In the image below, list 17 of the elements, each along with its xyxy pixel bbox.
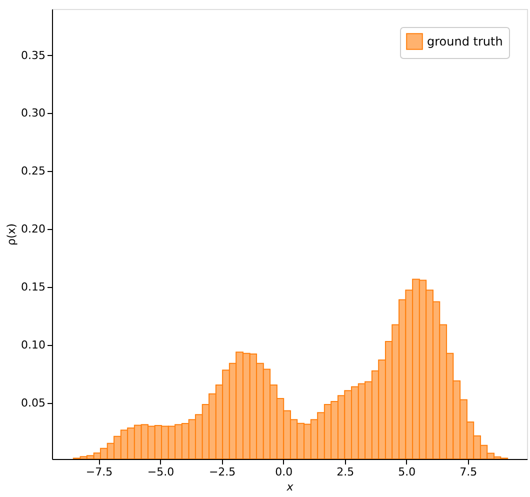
x-tick-label: 7.5	[460, 466, 478, 478]
y-tick-label: 0.15	[21, 280, 46, 294]
y-tick-label: 0.30	[21, 106, 46, 120]
x-tick-label: 0.0	[275, 466, 293, 478]
y-axis-title: ρ(x)	[5, 223, 18, 246]
y-tick-label: 0.35	[21, 48, 46, 62]
x-tick-label: 2.5	[336, 466, 354, 478]
legend-label: ground truth	[427, 34, 503, 48]
x-tick-label: 5.0	[398, 466, 416, 478]
x-tick-label: −2.5	[208, 466, 236, 478]
y-tick-label: 0.20	[21, 222, 46, 236]
y-tick-label: 0.25	[21, 164, 46, 178]
x-tick-label: −7.5	[86, 466, 113, 478]
x-tick-label: −5.0	[147, 466, 174, 478]
y-tick-label: 0.05	[21, 396, 46, 410]
x-axis-title: x	[286, 480, 294, 494]
y-tick-label: 0.10	[21, 338, 46, 352]
